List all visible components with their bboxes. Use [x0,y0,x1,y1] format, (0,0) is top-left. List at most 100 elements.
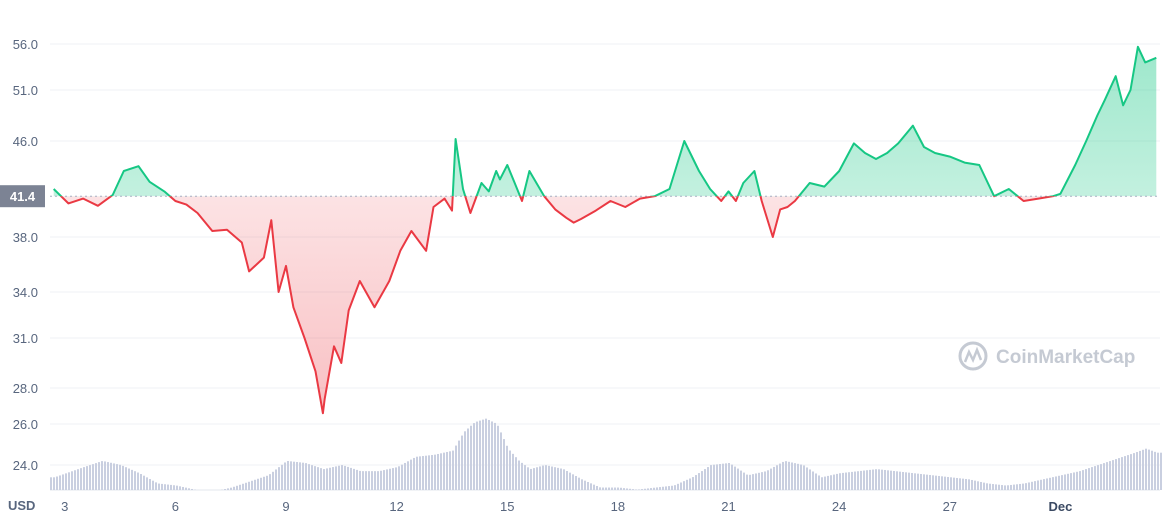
volume-bar [659,487,661,490]
volume-bar [584,480,586,490]
volume-bar [416,456,418,490]
volume-bar [389,468,391,490]
volume-bar [266,475,268,490]
volume-bar [917,473,919,490]
y-tick-label: 24.0 [13,458,38,473]
volume-bar [1067,473,1069,490]
volume-bar [500,432,502,490]
volume-bar [623,488,625,490]
volume-bar [1043,479,1045,490]
volume-bar [1028,482,1030,490]
volume-bar [929,474,931,490]
volume-bar [593,484,595,490]
volume-bar [803,465,805,490]
volume-bar [1037,480,1039,490]
volume-bar [959,478,961,490]
volume-bar [1073,472,1075,490]
volume-bar [893,470,895,490]
price-line-down[interactable] [54,47,1157,415]
volume-bar [749,474,751,490]
volume-bar [554,467,556,490]
volume-bar [422,456,424,490]
volume-bar [434,454,436,490]
volume-bar [407,461,409,490]
x-tick-label: 15 [500,499,514,514]
volume-bar [257,478,259,490]
volume-bar [644,488,646,490]
volume-bar [668,486,670,490]
volume-bar [59,475,61,490]
volume-bar [794,463,796,490]
volume-bar [515,457,517,490]
volume-bar [1157,452,1159,490]
volume-bar [785,461,787,490]
volume-bar [989,483,991,490]
volume-bar [890,470,892,490]
volume-bar [359,470,361,490]
volume-bar [674,485,676,490]
volume-bar [530,468,532,490]
volume-bar [473,423,475,490]
volume-bar [1016,484,1018,490]
x-tick-label: 12 [389,499,403,514]
volume-bar [722,463,724,490]
volume-bar [962,478,964,490]
volume-bar [527,467,529,490]
price-line[interactable] [53,45,1157,415]
volume-bar [368,471,370,490]
volume-bar [1079,471,1081,490]
volume-bar [884,469,886,490]
volume-bar [995,484,997,490]
volume-bar [518,460,520,490]
volume-bar [446,451,448,490]
volume-bar [629,488,631,490]
volume-bar [431,455,433,490]
volume-bar [533,468,535,490]
volume-bar [443,452,445,490]
volume-bar [737,468,739,490]
volume-bar [137,472,139,490]
volume-bar [602,487,604,490]
volume-bar [1112,460,1114,490]
price-line-up[interactable] [53,45,1157,413]
volume-bar [941,476,943,490]
x-tick-label: 18 [611,499,625,514]
volume-bar [140,474,142,490]
volume-bar [713,464,715,490]
volume-bar [227,488,229,490]
volume-bar [1115,459,1117,490]
volume-bar [332,467,334,490]
volume-bar [1004,485,1006,490]
volume-bar [716,464,718,490]
volume-bar [233,486,235,490]
volume-bar [563,469,565,490]
volume-bar [671,485,673,490]
x-tick-label: 27 [943,499,957,514]
volume-bar [101,461,103,490]
volume-bar [935,475,937,490]
volume-bar [545,465,547,490]
volume-bar [323,469,325,490]
volume-bar [836,473,838,490]
volume-bar [1025,483,1027,490]
x-tick-label: 6 [172,499,179,514]
volume-bar [824,476,826,490]
volume-bar [800,464,802,490]
volume-bar [1151,450,1153,490]
volume-bar [548,465,550,490]
volume-bar [968,479,970,490]
volume-bar [788,461,790,490]
volume-bar [557,467,559,490]
volume-bar [869,469,871,490]
volume-bar [245,482,247,490]
volume-bar [977,481,979,490]
volume-bar [734,466,736,490]
volume-bar [914,473,916,490]
y-tick-label: 31.0 [13,331,38,346]
volume-bar [404,462,406,490]
volume-bar [860,470,862,490]
volume-bar [938,475,940,490]
volume-bar [1139,450,1141,490]
